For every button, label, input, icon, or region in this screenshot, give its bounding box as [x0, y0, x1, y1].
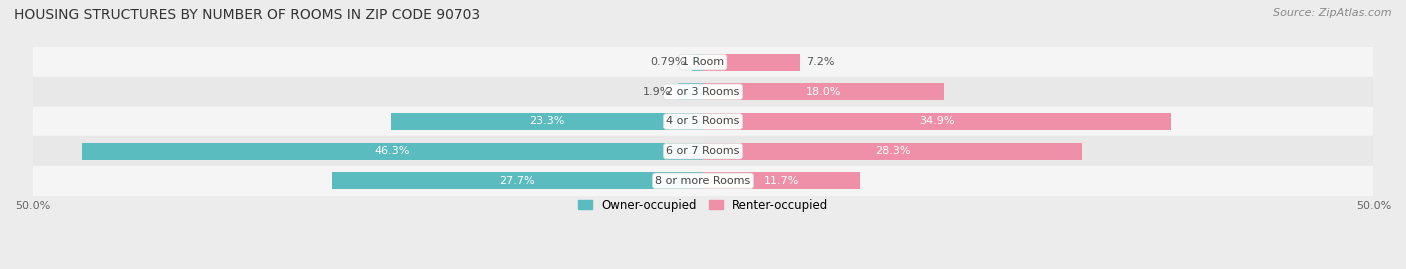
Bar — [82, 143, 703, 160]
Bar — [703, 172, 860, 189]
Bar — [678, 83, 703, 100]
Bar — [32, 47, 1374, 77]
Bar — [391, 113, 703, 130]
Text: 23.3%: 23.3% — [529, 116, 564, 126]
Bar — [32, 166, 1374, 196]
Text: 1.9%: 1.9% — [643, 87, 671, 97]
Legend: Owner-occupied, Renter-occupied: Owner-occupied, Renter-occupied — [572, 194, 834, 217]
Bar — [32, 107, 1374, 136]
Text: 7.2%: 7.2% — [806, 57, 835, 67]
Text: 18.0%: 18.0% — [806, 87, 841, 97]
Bar — [703, 54, 800, 71]
Bar — [32, 77, 1374, 107]
Text: 2 or 3 Rooms: 2 or 3 Rooms — [666, 87, 740, 97]
Text: 8 or more Rooms: 8 or more Rooms — [655, 176, 751, 186]
Bar — [32, 136, 1374, 166]
Text: 6 or 7 Rooms: 6 or 7 Rooms — [666, 146, 740, 156]
Text: 28.3%: 28.3% — [875, 146, 911, 156]
Text: 34.9%: 34.9% — [920, 116, 955, 126]
Text: 0.79%: 0.79% — [650, 57, 686, 67]
Text: 27.7%: 27.7% — [499, 176, 536, 186]
Text: 4 or 5 Rooms: 4 or 5 Rooms — [666, 116, 740, 126]
Text: 11.7%: 11.7% — [763, 176, 799, 186]
Bar — [703, 113, 1171, 130]
Text: 1 Room: 1 Room — [682, 57, 724, 67]
Bar — [332, 172, 703, 189]
Text: HOUSING STRUCTURES BY NUMBER OF ROOMS IN ZIP CODE 90703: HOUSING STRUCTURES BY NUMBER OF ROOMS IN… — [14, 8, 481, 22]
Bar — [703, 143, 1083, 160]
Text: 46.3%: 46.3% — [375, 146, 411, 156]
Bar — [692, 54, 703, 71]
Bar — [703, 83, 945, 100]
Text: Source: ZipAtlas.com: Source: ZipAtlas.com — [1274, 8, 1392, 18]
